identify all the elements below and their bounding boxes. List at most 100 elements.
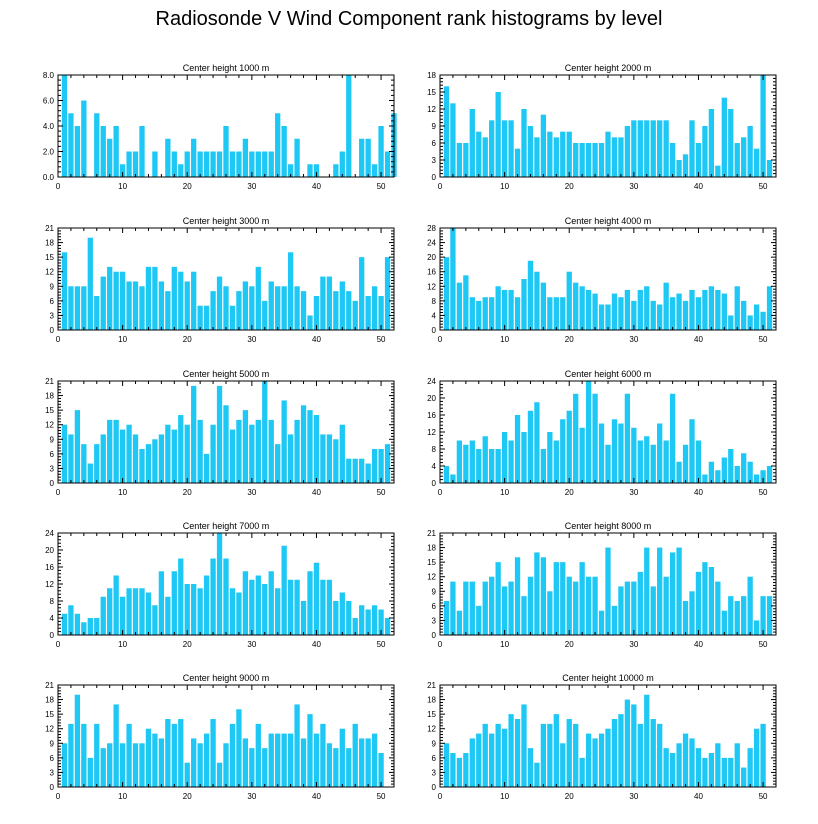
bar — [152, 733, 158, 787]
bar — [132, 588, 139, 635]
bar — [456, 282, 463, 330]
bar — [540, 282, 547, 330]
bar — [618, 714, 624, 787]
y-tick-label: 15 — [427, 710, 436, 719]
bar — [236, 151, 242, 177]
bar — [624, 126, 631, 177]
bar — [753, 148, 760, 177]
y-tick-label: 0 — [432, 479, 437, 488]
bar — [469, 440, 475, 483]
x-tick-label: 0 — [438, 488, 443, 497]
bar — [708, 286, 715, 330]
x-tick-label: 20 — [565, 488, 574, 497]
bar — [249, 424, 255, 483]
bar — [450, 474, 456, 483]
bar — [702, 289, 708, 330]
bar — [184, 424, 190, 483]
bar — [81, 723, 87, 787]
bar — [585, 576, 592, 635]
bar — [650, 300, 656, 330]
x-tick-label: 30 — [629, 335, 638, 344]
bar — [158, 571, 165, 635]
y-tick-label: 15 — [45, 253, 54, 262]
bar — [100, 596, 106, 635]
chart-panel-7: Center height 7000 m 0 4 8 12 16 20 24 0 10 20 30 40… — [45, 521, 395, 649]
bar — [476, 449, 482, 483]
bar — [540, 557, 547, 635]
bar — [766, 596, 773, 635]
bar — [300, 601, 307, 635]
bar — [708, 567, 715, 635]
bar — [585, 143, 592, 177]
bar — [637, 571, 643, 635]
y-tick-label: 4.0 — [43, 122, 55, 131]
bar — [489, 120, 495, 177]
x-tick-label: 10 — [118, 640, 127, 649]
bar — [450, 103, 456, 177]
bar — [184, 281, 190, 330]
bar — [94, 113, 100, 177]
bar — [249, 748, 255, 787]
y-tick-label: 3 — [50, 768, 55, 777]
bar — [482, 297, 488, 330]
y-tick-label: 3 — [432, 768, 437, 777]
bar — [126, 723, 132, 787]
bar — [74, 410, 81, 483]
bar — [165, 291, 171, 330]
bar — [158, 434, 165, 483]
bar — [573, 282, 579, 330]
bar — [242, 571, 249, 635]
bar — [637, 440, 643, 483]
bar — [450, 228, 456, 330]
y-tick-label: 12 — [45, 421, 54, 430]
y-tick-label: 12 — [427, 105, 436, 114]
y-tick-label: 12 — [427, 573, 436, 582]
bar — [307, 410, 313, 483]
bar — [728, 109, 734, 177]
x-tick-label: 40 — [312, 182, 321, 191]
x-tick-label: 10 — [500, 182, 509, 191]
bar — [734, 286, 740, 330]
bar — [669, 143, 676, 177]
chart-panel-5: Center height 5000 m 0 3 6 9 12 15 18 21 0 10 20 30 4… — [45, 369, 395, 497]
bar — [689, 738, 695, 787]
bar — [702, 126, 708, 177]
y-tick-label: 6 — [432, 754, 437, 763]
bar — [463, 581, 469, 635]
bar — [618, 297, 624, 330]
bar — [178, 164, 184, 177]
bar — [326, 743, 333, 787]
main-title: Radiosonde V Wind Component rank histogr… — [155, 8, 663, 30]
bar — [126, 424, 132, 483]
bar — [450, 753, 456, 787]
bar — [333, 601, 339, 635]
bar — [644, 436, 650, 483]
bar — [624, 699, 631, 787]
bar — [760, 311, 766, 330]
bar — [715, 289, 721, 330]
panel-title: Center height 3000 m — [183, 216, 270, 226]
bar — [514, 297, 521, 330]
bar — [760, 470, 766, 483]
bar — [165, 424, 171, 483]
bar — [94, 444, 100, 483]
bar — [469, 297, 475, 330]
bar — [598, 143, 605, 177]
bar — [657, 120, 663, 177]
bar — [553, 297, 559, 330]
bar — [107, 266, 113, 330]
y-tick-label: 0 — [432, 631, 437, 640]
x-tick-label: 10 — [118, 792, 127, 801]
bar — [747, 315, 753, 330]
bar — [605, 444, 611, 483]
bar — [320, 723, 326, 787]
bar — [365, 463, 371, 483]
bar — [482, 137, 488, 177]
y-tick-label: 8 — [432, 297, 437, 306]
bar — [113, 575, 119, 635]
bar — [573, 723, 579, 787]
bar — [229, 429, 236, 483]
bar — [371, 605, 378, 635]
bar — [747, 748, 753, 787]
bar — [191, 738, 197, 787]
